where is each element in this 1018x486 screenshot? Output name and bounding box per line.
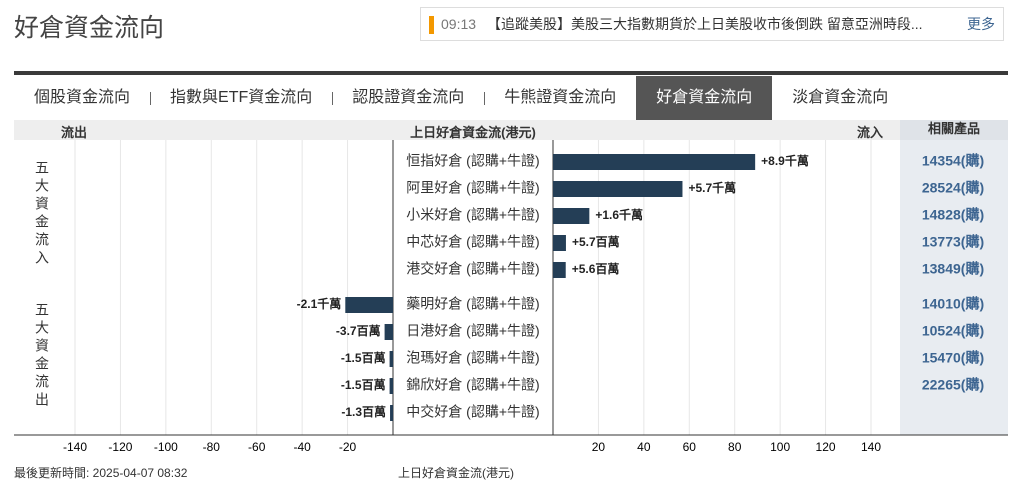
- category-label: 日港好倉 (認購+牛證): [406, 323, 539, 339]
- update-time: 最後更新時間: 2025-04-07 08:32: [14, 466, 188, 480]
- tab[interactable]: 牛熊證資金流向: [484, 76, 636, 120]
- x-tick-label: -60: [248, 440, 266, 454]
- value-label: -2.1千萬: [297, 296, 342, 311]
- bar: [553, 154, 756, 170]
- product-link[interactable]: 10524(購): [922, 323, 984, 339]
- bar: [389, 351, 393, 367]
- bar: [345, 297, 393, 313]
- bar: [553, 235, 566, 251]
- value-label: +8.9千萬: [761, 153, 809, 168]
- tab[interactable]: 認股證資金流向: [332, 76, 484, 120]
- x-tick-label: 80: [728, 440, 742, 454]
- category-label: 藥明好倉 (認購+牛證): [406, 296, 539, 312]
- x-axis-title: 上日好倉資金流(港元): [398, 466, 514, 480]
- divider: [14, 71, 1008, 75]
- tab[interactable]: 個股資金流向: [34, 89, 131, 106]
- category-label: 泡瑪好倉 (認購+牛證): [406, 350, 539, 366]
- x-tick-label: -140: [63, 440, 87, 454]
- product-link[interactable]: 14354(購): [922, 153, 984, 169]
- category-label: 阿里好倉 (認購+牛證): [406, 180, 539, 196]
- value-label: +5.7千萬: [688, 180, 736, 195]
- column-header: 流出 上日好倉資金流(港元) 流入 相關產品: [14, 120, 1008, 140]
- product-link[interactable]: 13773(購): [922, 234, 984, 250]
- value-label: -1.3百萬: [341, 404, 386, 419]
- products-label: 相關產品: [900, 120, 1008, 140]
- category-label: 中交好倉 (認購+牛證): [406, 404, 539, 420]
- x-tick-label: 100: [770, 440, 790, 454]
- value-label: -1.5百萬: [341, 377, 386, 392]
- x-tick-label: 140: [861, 440, 881, 454]
- products-column: [900, 140, 1008, 435]
- x-tick-label: -80: [203, 440, 221, 454]
- x-tick-label: -20: [339, 440, 357, 454]
- category-label: 恒指好倉 (認購+牛證): [406, 153, 539, 169]
- category-label: 港交好倉 (認購+牛證): [406, 261, 539, 277]
- x-tick-label: 120: [816, 440, 836, 454]
- center-label: 上日好倉資金流(港元): [410, 125, 536, 140]
- bar: [553, 262, 566, 278]
- bar: [389, 378, 393, 394]
- x-tick-label: -100: [154, 440, 178, 454]
- product-link[interactable]: 14828(購): [922, 207, 984, 223]
- category-label: 小米好倉 (認購+牛證): [406, 207, 539, 223]
- product-link[interactable]: 14010(購): [922, 296, 984, 312]
- tab-bar: 個股資金流向 指數與ETF資金流向 認股證資金流向 牛熊證資金流向 好倉資金流向 淡倉資金…: [14, 76, 908, 120]
- bar: [390, 405, 393, 421]
- value-label: +1.6千萬: [595, 207, 643, 222]
- news-time: 09:13: [441, 16, 477, 32]
- product-link[interactable]: 13849(購): [922, 261, 984, 277]
- tab[interactable]: 指數與ETF資金流向: [150, 76, 332, 120]
- chart: -140 -120 -100 -80 -60 -40 -20 20 40 60 80 100 120 14…: [14, 140, 1008, 454]
- group-label: 五大資金流入: [34, 160, 50, 268]
- news-more[interactable]: 更多: [967, 16, 995, 32]
- x-tick-label: 40: [637, 440, 651, 454]
- product-link[interactable]: 28524(購): [922, 180, 984, 196]
- news-text[interactable]: 【追蹤美股】美股三大指數期貨於上日美股收市後倒跌 留意亞洲時段...: [487, 16, 923, 32]
- inflow-label: 流入: [857, 125, 884, 140]
- news-accent: [429, 16, 434, 34]
- value-label: -1.5百萬: [341, 350, 386, 365]
- value-label: -3.7百萬: [336, 323, 381, 338]
- value-label: +5.7百萬: [572, 234, 620, 249]
- value-label: +5.6百萬: [572, 261, 620, 276]
- category-label: 中芯好倉 (認購+牛證): [406, 234, 539, 250]
- bar: [384, 324, 393, 340]
- bar: [553, 208, 590, 224]
- product-link[interactable]: 15470(購): [922, 350, 984, 366]
- tab[interactable]: 淡倉資金流向: [792, 89, 889, 106]
- product-link[interactable]: 22265(購): [922, 377, 984, 393]
- tab[interactable]: 好倉資金流向: [636, 76, 773, 120]
- x-tick-label: 60: [683, 440, 697, 454]
- outflow-label: 流出: [61, 125, 88, 140]
- category-label: 錦欣好倉 (認購+牛證): [406, 377, 539, 393]
- x-tick-label: 20: [592, 440, 606, 454]
- x-tick-label: -40: [293, 440, 311, 454]
- group-label: 五大資金流出: [34, 302, 50, 410]
- news-ticker[interactable]: 09:13 【追蹤美股】美股三大指數期貨於上日美股收市後倒跌 留意亞洲時段...…: [420, 7, 1004, 41]
- x-tick-label: -120: [108, 440, 132, 454]
- bar: [553, 181, 683, 197]
- page-title: 好倉資金流向: [14, 14, 165, 42]
